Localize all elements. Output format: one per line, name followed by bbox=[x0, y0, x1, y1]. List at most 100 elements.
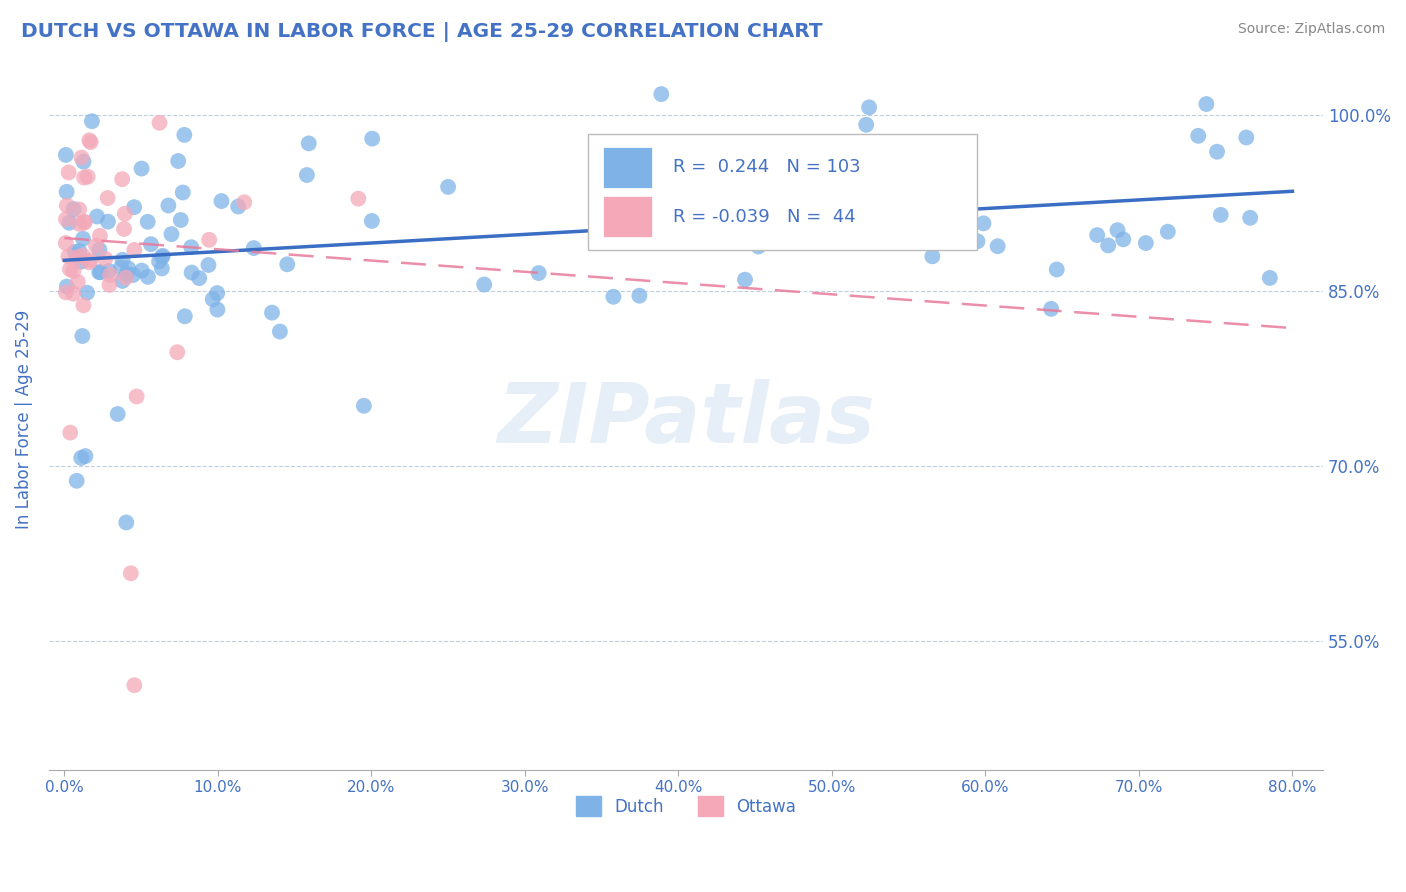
Legend: Dutch, Ottawa: Dutch, Ottawa bbox=[568, 788, 804, 825]
Point bbox=[1239, 211, 1261, 225]
Point bbox=[1195, 97, 1218, 112]
Point bbox=[73, 215, 96, 229]
Point bbox=[72, 298, 94, 312]
Point bbox=[55, 285, 77, 300]
Point bbox=[1206, 145, 1229, 159]
Point bbox=[86, 210, 108, 224]
Point bbox=[858, 100, 880, 114]
Point bbox=[148, 254, 170, 268]
Point bbox=[136, 269, 159, 284]
Point bbox=[97, 191, 120, 205]
Point bbox=[1157, 225, 1180, 239]
Text: DUTCH VS OTTAWA IN LABOR FORCE | AGE 25-29 CORRELATION CHART: DUTCH VS OTTAWA IN LABOR FORCE | AGE 25-… bbox=[21, 22, 823, 42]
Point bbox=[107, 407, 129, 421]
Point bbox=[295, 168, 318, 182]
Point bbox=[75, 449, 97, 463]
Point bbox=[115, 270, 138, 285]
Point bbox=[117, 261, 139, 276]
Text: R = -0.039   N =  44: R = -0.039 N = 44 bbox=[673, 208, 856, 226]
Point bbox=[76, 169, 98, 184]
Point bbox=[972, 216, 994, 230]
Point bbox=[157, 198, 180, 212]
Point bbox=[62, 286, 84, 301]
Point bbox=[269, 325, 291, 339]
Point bbox=[173, 128, 195, 142]
Point bbox=[167, 154, 190, 169]
Point bbox=[166, 345, 188, 359]
Point bbox=[921, 249, 943, 263]
Point bbox=[361, 131, 384, 145]
Point bbox=[173, 310, 195, 324]
Point bbox=[987, 239, 1010, 253]
Point bbox=[55, 185, 77, 199]
Text: ZIPatlas: ZIPatlas bbox=[498, 379, 875, 459]
Point bbox=[855, 196, 877, 211]
Point bbox=[209, 194, 232, 208]
Point bbox=[62, 202, 84, 216]
Point bbox=[150, 250, 173, 264]
Point bbox=[139, 237, 162, 252]
Point bbox=[111, 172, 134, 186]
Point bbox=[1046, 262, 1069, 277]
Point bbox=[170, 213, 193, 227]
Point bbox=[98, 277, 121, 292]
Point bbox=[1107, 223, 1129, 237]
Point bbox=[66, 474, 89, 488]
Point bbox=[136, 215, 159, 229]
Point bbox=[70, 151, 93, 165]
Point bbox=[120, 566, 142, 581]
Point bbox=[1040, 301, 1063, 316]
Point bbox=[72, 249, 94, 263]
Point bbox=[686, 162, 709, 177]
Point bbox=[94, 252, 117, 266]
Point bbox=[735, 185, 758, 199]
Point bbox=[76, 285, 98, 300]
Point bbox=[89, 265, 111, 279]
Point bbox=[67, 202, 90, 217]
Point bbox=[887, 227, 910, 241]
Point bbox=[747, 239, 769, 253]
Point bbox=[197, 258, 219, 272]
Point bbox=[124, 678, 146, 692]
Point bbox=[1112, 232, 1135, 246]
Point bbox=[201, 292, 224, 306]
Point bbox=[58, 250, 80, 264]
Point bbox=[702, 141, 724, 155]
Point bbox=[527, 266, 550, 280]
Point bbox=[627, 164, 650, 178]
Point bbox=[114, 207, 136, 221]
Point bbox=[347, 192, 370, 206]
Point bbox=[58, 216, 80, 230]
Point bbox=[226, 200, 249, 214]
Point bbox=[112, 222, 135, 236]
Point bbox=[1085, 228, 1108, 243]
Point bbox=[207, 302, 229, 317]
Point bbox=[734, 273, 756, 287]
Point bbox=[67, 217, 90, 231]
Point bbox=[56, 279, 79, 293]
FancyBboxPatch shape bbox=[603, 147, 651, 188]
Point bbox=[125, 389, 148, 403]
Point bbox=[148, 116, 170, 130]
Point bbox=[79, 135, 101, 149]
Point bbox=[73, 216, 96, 230]
Point bbox=[111, 252, 134, 267]
Point bbox=[205, 286, 228, 301]
Point bbox=[58, 165, 80, 179]
Point bbox=[115, 516, 138, 530]
Point bbox=[115, 267, 138, 281]
Point bbox=[243, 241, 266, 255]
Point bbox=[298, 136, 321, 151]
Point bbox=[73, 170, 96, 185]
Point bbox=[90, 265, 112, 279]
Point bbox=[63, 245, 86, 260]
FancyBboxPatch shape bbox=[603, 196, 651, 237]
Point bbox=[188, 271, 211, 285]
Point bbox=[59, 425, 82, 440]
Point bbox=[650, 87, 672, 102]
Point bbox=[855, 118, 877, 132]
Point bbox=[56, 198, 79, 212]
Point bbox=[72, 329, 94, 343]
Point bbox=[180, 266, 202, 280]
Point bbox=[80, 114, 103, 128]
